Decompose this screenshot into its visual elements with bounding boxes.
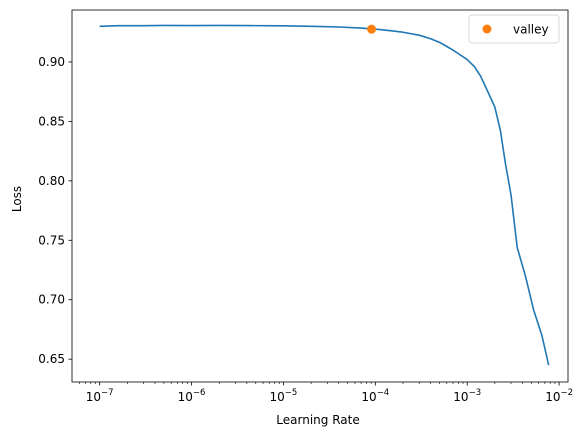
y-tick-label: 0.65	[38, 352, 65, 366]
x-tick-label: 10−6	[178, 388, 206, 404]
x-axis-label: Learning Rate	[276, 413, 359, 427]
y-tick-label: 0.90	[38, 55, 65, 69]
y-tick-label: 0.70	[38, 293, 65, 307]
legend-valley-label: valley	[513, 23, 549, 37]
legend[interactable]: valley	[468, 14, 560, 44]
plot-area: 0.650.700.750.800.850.90 10−7 10−6 10−5 10−…	[38, 9, 573, 404]
axes-frame	[71, 9, 569, 383]
y-axis-label: Loss	[10, 186, 24, 212]
legend-frame	[468, 14, 560, 44]
x-tick-label: 10−2	[545, 388, 573, 404]
valley-point	[367, 24, 377, 34]
y-tick-label: 0.85	[38, 114, 65, 128]
y-tick-label: 0.80	[38, 174, 65, 188]
y-axis-ticks: 0.65 0.70 0.75 0.80 0.85 0.90	[38, 55, 72, 366]
series-layer	[99, 24, 550, 366]
x-tick-label: 10−4	[361, 388, 389, 404]
x-tick-label: 10−5	[270, 388, 298, 404]
legend-valley-marker	[482, 24, 492, 34]
x-tick-label: 10−7	[86, 388, 114, 404]
x-axis-ticks: 10−7 10−6 10−5 10−4 10−3 10−2	[78, 382, 573, 404]
x-tick-label: 10−3	[453, 388, 481, 404]
y-tick-label: 0.75	[38, 233, 65, 247]
loss-curve	[99, 24, 550, 366]
